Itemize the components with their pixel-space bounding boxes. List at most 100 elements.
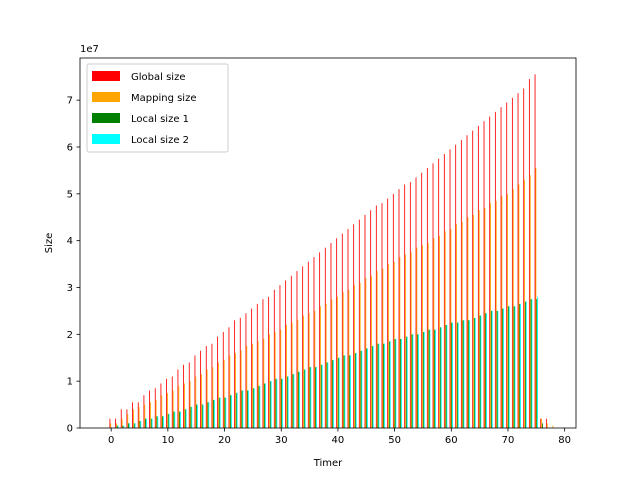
bar-global-size-48 bbox=[381, 203, 383, 428]
bar-global-size-20 bbox=[222, 331, 224, 428]
bar-mapping-size-50 bbox=[393, 261, 395, 428]
y-tick-label: 7 bbox=[67, 96, 73, 107]
bar-global-size-36 bbox=[313, 257, 315, 428]
bar-mapping-size-58 bbox=[439, 235, 440, 428]
bar-local-size-1-76 bbox=[541, 423, 543, 428]
bar-mapping-size-44 bbox=[359, 282, 361, 428]
bar-mapping-size-78 bbox=[552, 425, 554, 428]
bar-local-size-2-24 bbox=[248, 390, 249, 428]
bar-mapping-size-2 bbox=[121, 418, 123, 428]
bar-global-size-68 bbox=[494, 111, 496, 429]
y-tick-label: 4 bbox=[67, 236, 73, 247]
bar-local-size-1-31 bbox=[286, 376, 288, 428]
bar-mapping-size-20 bbox=[223, 360, 225, 428]
bar-mapping-size-60 bbox=[450, 228, 452, 428]
bar-mapping-size-31 bbox=[286, 324, 287, 428]
bar-local-size-1-45 bbox=[366, 348, 368, 428]
bar-local-size-1-56 bbox=[428, 329, 430, 428]
bar-global-size-49 bbox=[387, 198, 389, 428]
bar-local-size-2-32 bbox=[293, 374, 295, 428]
bar-mapping-size-26 bbox=[257, 341, 259, 428]
bar-mapping-size-16 bbox=[201, 374, 202, 428]
bar-local-size-2-50 bbox=[395, 339, 397, 428]
bar-global-size-11 bbox=[171, 376, 173, 428]
bar-local-size-1-25 bbox=[252, 388, 254, 428]
bar-mapping-size-36 bbox=[314, 310, 316, 428]
bar-mapping-size-33 bbox=[297, 320, 299, 428]
bar-global-size-22 bbox=[234, 320, 236, 428]
bar-local-size-2-10 bbox=[168, 413, 170, 428]
x-axis-ticks: 0 10 20 30 40 50 60 70 80 bbox=[108, 428, 571, 446]
bar-local-size-1-32 bbox=[292, 374, 294, 428]
bar-local-size-1-34 bbox=[303, 369, 305, 428]
bar-local-size-1-37 bbox=[320, 364, 322, 428]
legend-swatch bbox=[92, 134, 120, 144]
bar-local-size-2-39 bbox=[333, 360, 334, 428]
legend-swatch bbox=[92, 71, 120, 81]
bar-mapping-size-70 bbox=[507, 193, 508, 428]
bar-local-size-2-69 bbox=[503, 308, 505, 428]
bar-global-size-73 bbox=[523, 88, 525, 428]
bar-local-size-2-12 bbox=[180, 411, 181, 428]
bar-global-size-67 bbox=[489, 116, 491, 428]
bar-mapping-size-23 bbox=[240, 350, 242, 428]
bar-local-size-1-36 bbox=[315, 367, 317, 428]
bar-mapping-size-56 bbox=[427, 243, 429, 428]
bar-mapping-size-39 bbox=[331, 299, 333, 428]
bar-local-size-2-58 bbox=[440, 327, 442, 428]
bar-global-size-72 bbox=[517, 93, 519, 428]
bar-local-size-2-49 bbox=[389, 341, 391, 428]
bar-global-size-5 bbox=[137, 402, 139, 428]
bar-local-size-2-62 bbox=[463, 320, 465, 428]
bar-mapping-size-7 bbox=[150, 402, 151, 428]
bar-local-size-2-2 bbox=[123, 425, 125, 428]
bar-global-size-6 bbox=[143, 395, 145, 428]
bar-mapping-size-47 bbox=[376, 271, 378, 428]
bar-local-size-2-23 bbox=[242, 390, 244, 428]
bar-global-size-76 bbox=[540, 418, 542, 428]
bar-global-size-32 bbox=[290, 275, 292, 428]
bar-mapping-size-28 bbox=[269, 334, 270, 428]
bar-local-size-2-21 bbox=[231, 395, 232, 428]
legend-label: Local size 2 bbox=[131, 135, 189, 146]
bar-local-size-1-44 bbox=[360, 350, 362, 428]
bar-global-size-56 bbox=[426, 168, 428, 428]
bar-mapping-size-75 bbox=[535, 168, 537, 428]
bar-mapping-size-24 bbox=[246, 346, 248, 428]
bar-local-size-2-3 bbox=[129, 423, 130, 428]
bar-global-size-44 bbox=[358, 219, 360, 428]
bar-local-size-2-46 bbox=[372, 346, 374, 428]
bar-local-size-2-34 bbox=[304, 369, 306, 428]
bar-global-size-43 bbox=[353, 224, 355, 428]
bar-global-size-59 bbox=[443, 154, 445, 428]
bar-local-size-1-21 bbox=[230, 395, 232, 428]
bar-global-size-50 bbox=[392, 193, 394, 428]
bars-layer bbox=[109, 74, 554, 429]
bar-mapping-size-68 bbox=[495, 200, 497, 428]
bar-global-size-64 bbox=[472, 130, 474, 428]
bar-mapping-size-40 bbox=[337, 296, 338, 428]
bar-local-size-2-70 bbox=[508, 306, 510, 428]
bar-mapping-size-57 bbox=[433, 238, 435, 428]
bar-local-size-1-51 bbox=[400, 339, 402, 428]
bar-mapping-size-53 bbox=[410, 252, 412, 428]
bar-global-size-47 bbox=[375, 205, 377, 428]
bar-global-size-8 bbox=[154, 388, 156, 428]
bar-global-size-65 bbox=[477, 125, 479, 428]
bar-global-size-70 bbox=[506, 102, 508, 429]
bar-local-size-1-12 bbox=[179, 411, 181, 428]
bar-local-size-1-58 bbox=[439, 327, 441, 428]
bar-local-size-1-30 bbox=[281, 378, 283, 428]
bar-local-size-2-36 bbox=[316, 367, 317, 428]
bar-local-size-1-67 bbox=[490, 310, 492, 428]
bar-local-size-2-9 bbox=[163, 416, 164, 428]
bar-global-size-71 bbox=[511, 97, 513, 428]
bar-mapping-size-25 bbox=[252, 343, 253, 428]
bar-local-size-1-74 bbox=[530, 299, 532, 428]
bar-local-size-2-31 bbox=[287, 376, 289, 428]
legend: Global size Mapping size Local size 1 Local… bbox=[86, 63, 229, 153]
bar-mapping-size-34 bbox=[303, 315, 304, 428]
bar-local-size-2-15 bbox=[197, 404, 198, 428]
bar-local-size-1-27 bbox=[264, 383, 266, 428]
bar-local-size-1-11 bbox=[173, 411, 175, 428]
